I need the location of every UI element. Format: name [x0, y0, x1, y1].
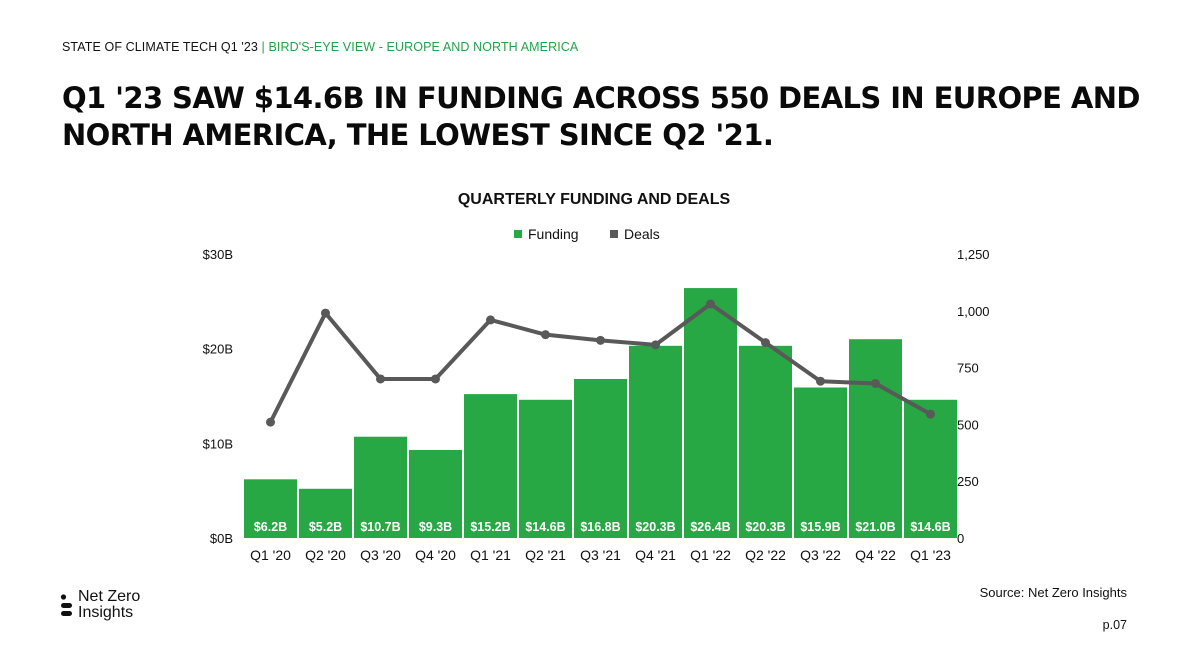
report-kicker: STATE OF CLIMATE TECH Q1 '23 | BIRD'S-EY…	[62, 40, 578, 54]
funding-bar-label: $15.9B	[800, 520, 840, 534]
x-axis-tick-label: Q4 '21	[635, 547, 676, 563]
funding-bar-label: $14.6B	[525, 520, 565, 534]
left-axis-tick-label: $20B	[203, 342, 233, 357]
legend-funding-swatch	[514, 230, 522, 238]
right-axis-tick-label: 1,250	[957, 247, 990, 262]
deals-point	[376, 374, 385, 384]
funding-bar	[849, 339, 902, 538]
x-axis-tick-label: Q2 '21	[525, 547, 566, 563]
funding-bar-label: $16.8B	[580, 520, 620, 534]
funding-bar	[409, 449, 462, 538]
x-axis-tick-label: Q3 '21	[580, 547, 621, 563]
logo-text-line1: Net Zero	[78, 588, 141, 605]
page-headline: Q1 '23 SAW $14.6B IN FUNDING ACROSS 550 …	[62, 81, 1140, 152]
deals-point	[486, 315, 495, 325]
x-axis-tick-label: Q4 '22	[855, 547, 896, 563]
funding-bar	[244, 479, 297, 538]
funding-bar	[464, 394, 517, 538]
x-axis-tick-label: Q1 '21	[470, 547, 511, 563]
kicker-main: STATE OF CLIMATE TECH Q1 '23	[62, 40, 258, 54]
quarterly-funding-deals-chart: QUARTERLY FUNDING AND DEALS Funding Deals $…	[203, 191, 990, 563]
funding-bar	[904, 399, 957, 538]
deals-point	[266, 417, 275, 427]
legend-deals-label: Deals	[624, 226, 660, 242]
right-axis-tick-label: 500	[957, 417, 979, 432]
kicker-subtitle: BIRD'S-EYE VIEW - EUROPE AND NORTH AMERI…	[268, 40, 579, 54]
net-zero-insights-logo: Net Zero Insights	[60, 589, 140, 621]
funding-bar-label: $15.2B	[470, 520, 510, 534]
x-axis-tick-label: Q1 '20	[250, 547, 291, 563]
x-axis-tick-label: Q2 '20	[305, 547, 346, 563]
deals-point	[596, 335, 605, 345]
deals-point	[816, 376, 825, 386]
logo-mark-icon	[60, 594, 72, 616]
logo-text-line2: Insights	[78, 604, 134, 621]
deals-point	[871, 379, 880, 389]
chart-title: QUARTERLY FUNDING AND DEALS	[458, 191, 731, 208]
funding-bar	[739, 345, 792, 538]
left-axis-tick-label: $10B	[203, 436, 233, 451]
funding-bar	[684, 288, 737, 538]
legend-funding-label: Funding	[528, 226, 579, 242]
x-axis-tick-label: Q4 '20	[415, 547, 456, 563]
deals-point	[321, 308, 330, 318]
funding-bar	[299, 488, 352, 538]
funding-bar-label: $26.4B	[690, 520, 730, 534]
right-axis-tick-label: 750	[957, 361, 979, 376]
funding-bar-label: $10.7B	[360, 520, 400, 534]
x-axis-tick-label: Q1 '23	[910, 547, 951, 563]
funding-bar	[794, 387, 847, 538]
funding-bar	[354, 436, 407, 538]
source-note: Source: Net Zero Insights	[979, 585, 1127, 600]
deals-point	[926, 409, 935, 419]
deals-point	[431, 374, 440, 384]
deals-point	[541, 330, 550, 340]
right-axis-tick-label: 250	[957, 474, 979, 489]
deals-point	[651, 340, 660, 350]
funding-bar	[519, 399, 572, 538]
page-number: p.07	[1102, 618, 1127, 632]
kicker-separator: |	[257, 40, 269, 54]
legend-deals-swatch	[610, 230, 618, 238]
funding-bar-label: $14.6B	[910, 520, 950, 534]
right-axis-tick-label: 1,000	[957, 304, 990, 319]
deals-point	[706, 299, 715, 309]
x-axis-tick-label: Q1 '22	[690, 547, 731, 563]
funding-bar-label: $9.3B	[419, 520, 452, 534]
x-axis-tick-label: Q2 '22	[745, 547, 786, 563]
funding-bar-label: $6.2B	[254, 520, 287, 534]
funding-bar-label: $20.3B	[635, 520, 675, 534]
funding-bar-label: $5.2B	[309, 520, 342, 534]
funding-bar	[574, 378, 627, 538]
right-axis-tick-label: 0	[957, 531, 964, 546]
deals-point	[761, 338, 770, 348]
x-axis-tick-label: Q3 '22	[800, 547, 841, 563]
funding-bar-label: $20.3B	[745, 520, 785, 534]
left-axis-tick-label: $0B	[210, 531, 233, 546]
left-axis-tick-label: $30B	[203, 247, 233, 262]
funding-bar-label: $21.0B	[855, 520, 895, 534]
funding-bar	[629, 345, 682, 538]
x-axis-tick-label: Q3 '20	[360, 547, 401, 563]
